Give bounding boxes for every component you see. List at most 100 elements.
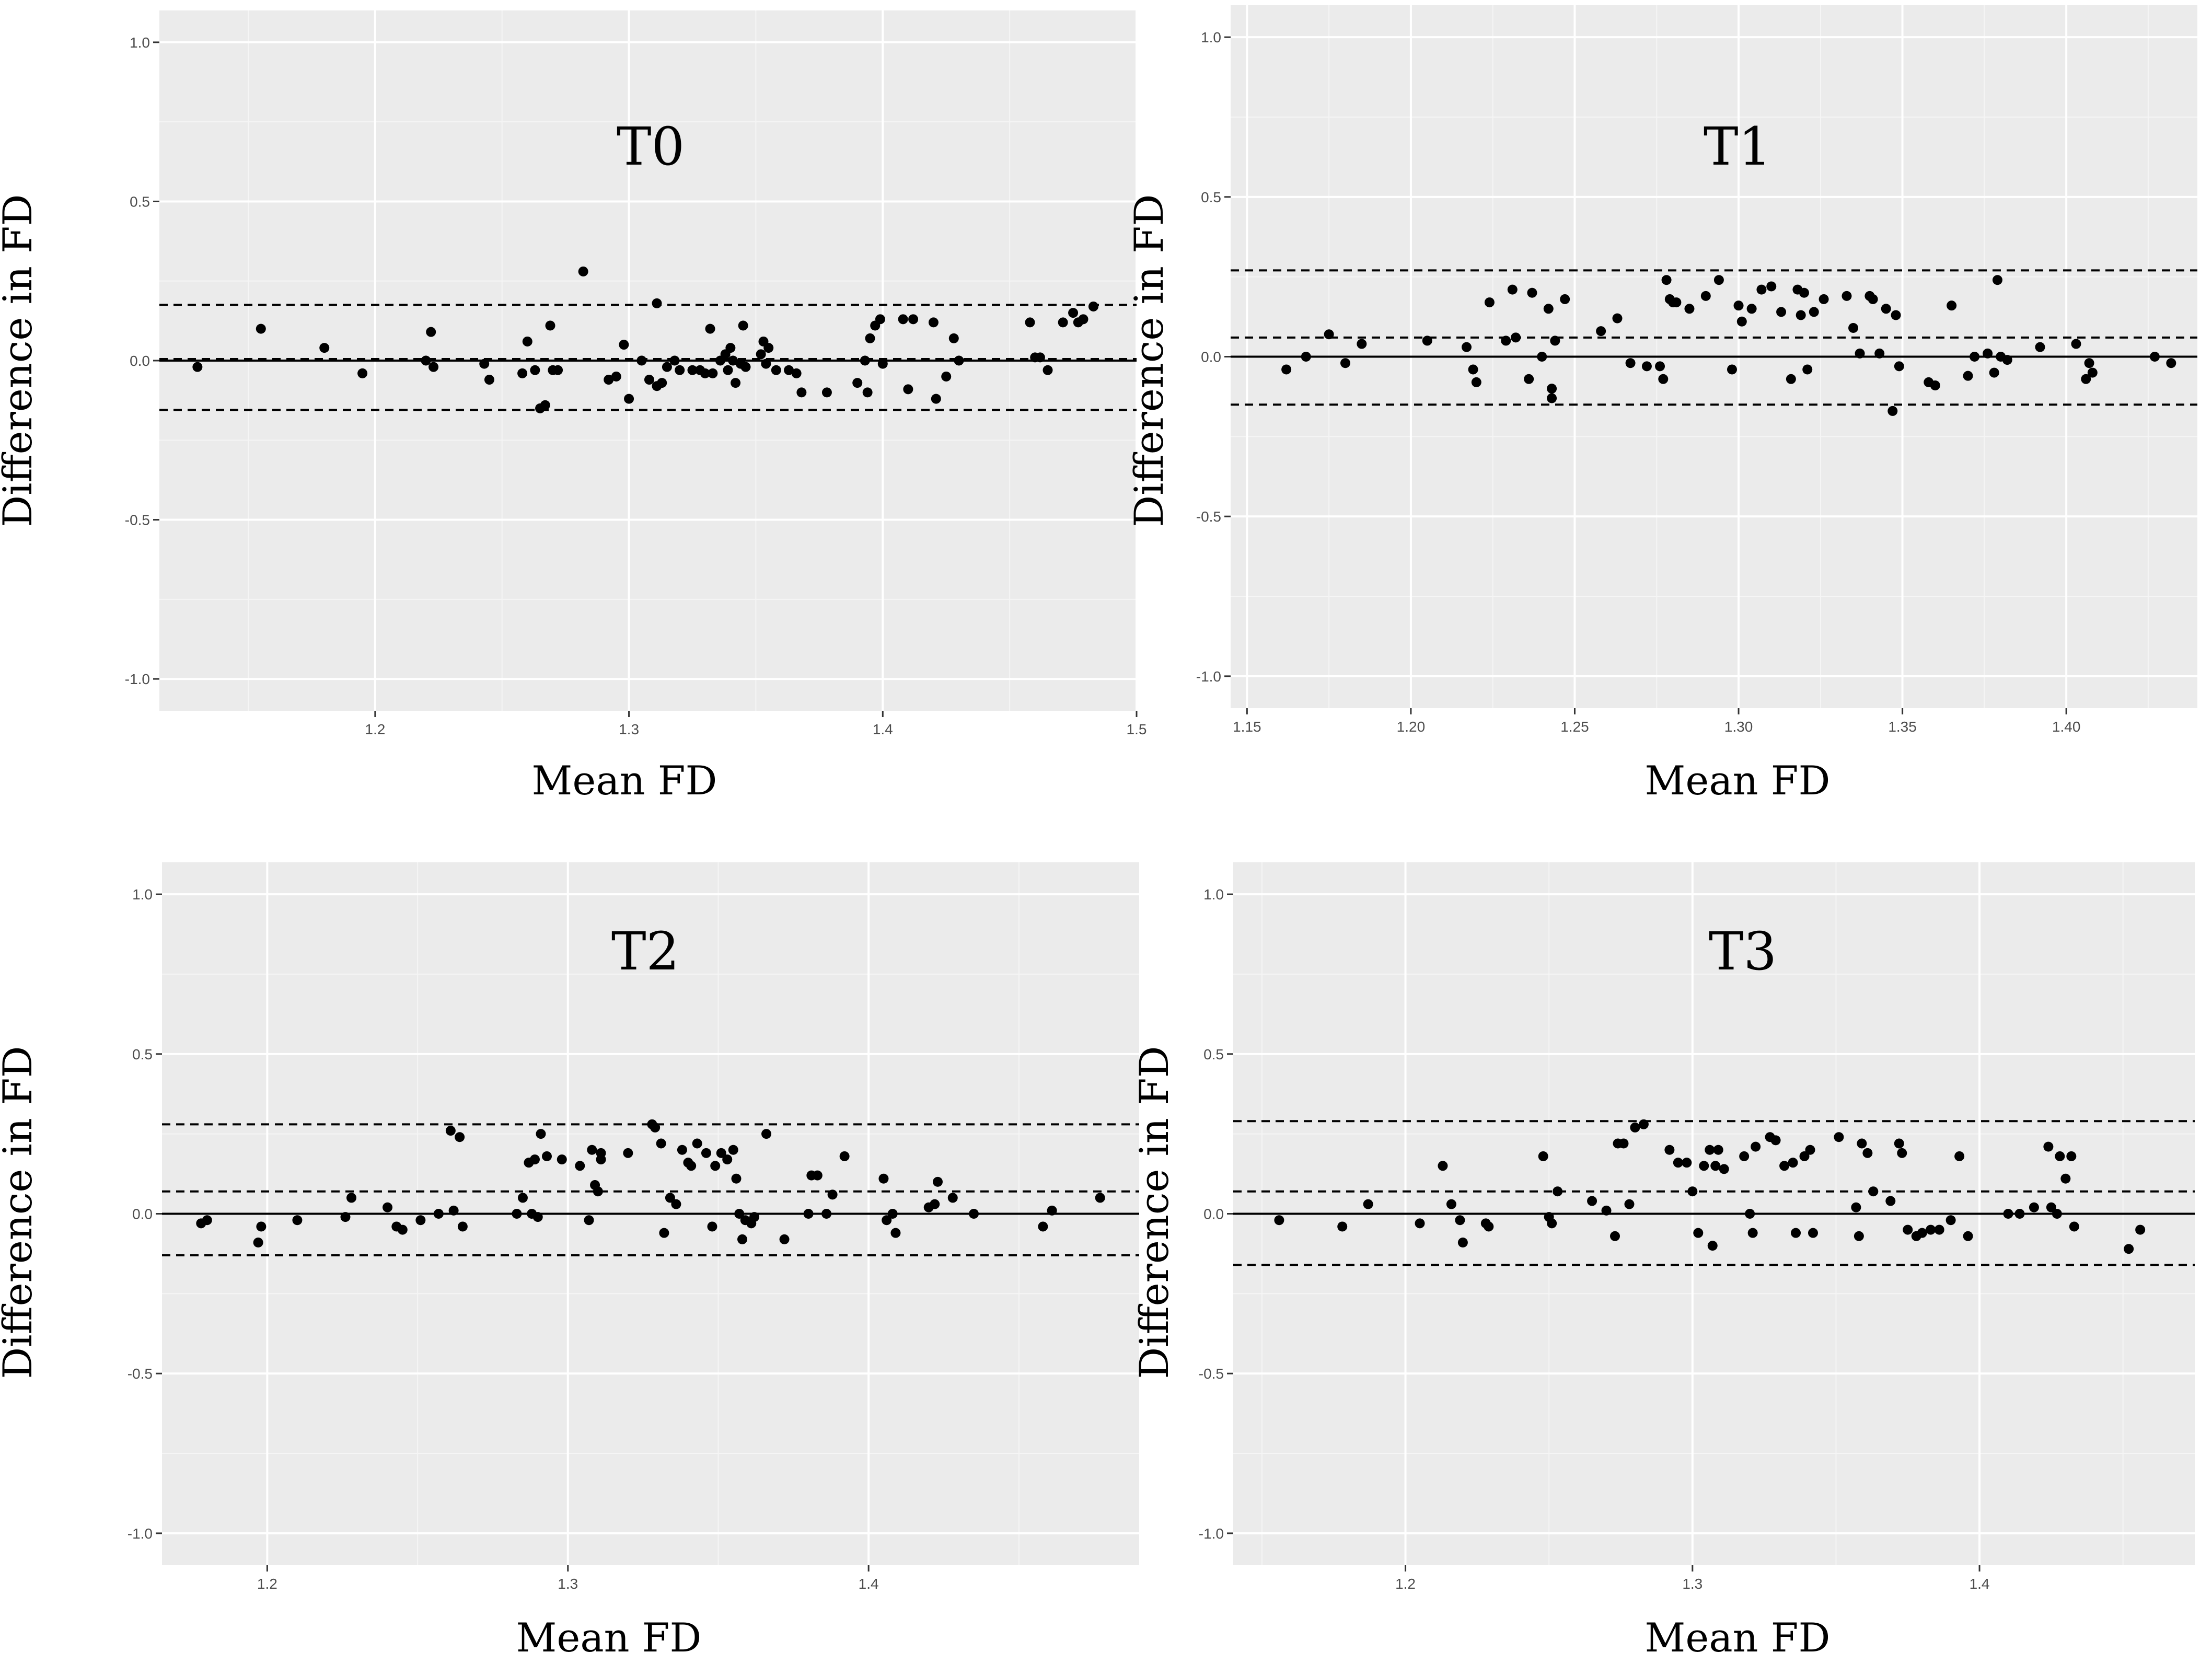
panel-title: T3 [1709, 921, 1777, 982]
data-point [731, 378, 741, 388]
data-point [1945, 1215, 1956, 1226]
data-point [1047, 1205, 1057, 1216]
y-tick-label: -0.5 [125, 512, 150, 528]
y-tick-label: 0.5 [132, 1046, 153, 1062]
data-point [578, 266, 588, 276]
data-point [728, 1145, 738, 1155]
data-point [397, 1224, 408, 1235]
data-point [1471, 377, 1481, 387]
x-tick-label: 1.4 [1970, 1576, 1990, 1592]
y-tick-label: -1.0 [125, 671, 150, 687]
data-point [1340, 358, 1350, 368]
data-point [875, 314, 885, 325]
data-point [1719, 1164, 1729, 1174]
data-point [1770, 1135, 1781, 1146]
data-point [1601, 1205, 1612, 1216]
data-point [1868, 294, 1878, 304]
data-point [1547, 393, 1557, 403]
data-point [659, 1228, 669, 1238]
y-tick-label: 0.5 [130, 193, 150, 210]
data-point [1736, 316, 1747, 327]
x-tick-label: 1.5 [1127, 721, 1147, 737]
data-point [878, 1173, 889, 1184]
data-point [1038, 1221, 1048, 1232]
y-tick-label: 0.0 [132, 1206, 153, 1222]
data-point [1819, 294, 1829, 304]
x-tick-label: 1.35 [1888, 719, 1917, 735]
data-point [1043, 365, 1053, 375]
data-point [426, 327, 436, 337]
data-point [1524, 374, 1534, 384]
panel-t1: 1.0 0.5 0.0 -0.5 -1.0 1.15 1.20 1.25 1.30 1.35 1.4… [1126, 5, 2197, 804]
data-point [636, 355, 647, 366]
y-tick-label: 0.0 [1201, 349, 1221, 365]
x-axis-title: Mean FD [1645, 757, 1831, 804]
data-point [686, 1161, 697, 1171]
data-point [596, 1148, 606, 1158]
data-point [1926, 1224, 1936, 1235]
panel-title: T0 [617, 116, 685, 177]
data-point [1537, 352, 1547, 362]
data-point [1713, 275, 1724, 285]
x-tick-label: 1.25 [1560, 719, 1589, 735]
data-point [665, 1193, 675, 1203]
data-point [761, 1129, 772, 1139]
x-tick-label: 1.2 [1395, 1576, 1416, 1592]
data-point [860, 355, 870, 366]
data-point [1756, 284, 1767, 295]
data-point [969, 1209, 979, 1219]
data-point [1543, 304, 1554, 314]
data-point [1527, 287, 1537, 298]
data-point [517, 368, 528, 378]
data-point [1917, 1228, 1927, 1238]
data-point [1511, 332, 1521, 343]
y-tick-label: -0.5 [1196, 509, 1221, 525]
x-tick-label: 1.3 [558, 1576, 578, 1592]
data-point [705, 323, 715, 334]
data-point [1947, 301, 1957, 311]
panel-t3: 1.0 0.5 0.0 -0.5 -1.0 1.2 1.3 1.4 T3 Mean FD Diffe… [1131, 862, 2195, 1661]
data-point [1357, 339, 1367, 349]
data-point [1671, 297, 1682, 308]
data-point [1799, 287, 1809, 298]
data-point [1457, 1238, 1468, 1248]
data-point [1035, 352, 1045, 363]
data-point [604, 375, 614, 385]
data-point [587, 1145, 597, 1155]
data-point [1596, 326, 1606, 337]
data-point [1891, 310, 1901, 320]
x-tick-label: 1.20 [1397, 719, 1426, 735]
y-tick-label: 1.0 [1201, 29, 1221, 45]
data-point [1274, 1215, 1284, 1226]
data-point [737, 1234, 747, 1244]
data-point [931, 394, 941, 404]
data-point [340, 1212, 351, 1222]
y-tick-label: -1.0 [128, 1526, 153, 1542]
data-point [1078, 314, 1088, 325]
data-point [541, 1151, 552, 1161]
data-point [1842, 291, 1852, 301]
data-point [1618, 1138, 1629, 1149]
data-point [1791, 1228, 1801, 1238]
data-point [2055, 1151, 2065, 1161]
data-point [2124, 1244, 2134, 1254]
data-point [1805, 1145, 1815, 1155]
data-point [1776, 307, 1787, 317]
data-point [512, 1209, 522, 1219]
data-point [1301, 352, 1311, 362]
data-point [383, 1202, 393, 1212]
data-point [692, 1138, 702, 1149]
data-point [701, 1148, 711, 1158]
data-point [903, 384, 913, 395]
data-point [1779, 1161, 1790, 1171]
data-point [1834, 1132, 1844, 1142]
y-tick-label: 1.0 [130, 34, 150, 51]
data-point [1903, 1224, 1913, 1235]
data-point [652, 298, 662, 308]
data-point [1894, 1138, 1904, 1149]
data-point [1462, 342, 1472, 352]
data-point [619, 340, 629, 350]
data-point [1848, 322, 1859, 333]
data-point [1855, 348, 1865, 359]
data-point [650, 1122, 661, 1133]
